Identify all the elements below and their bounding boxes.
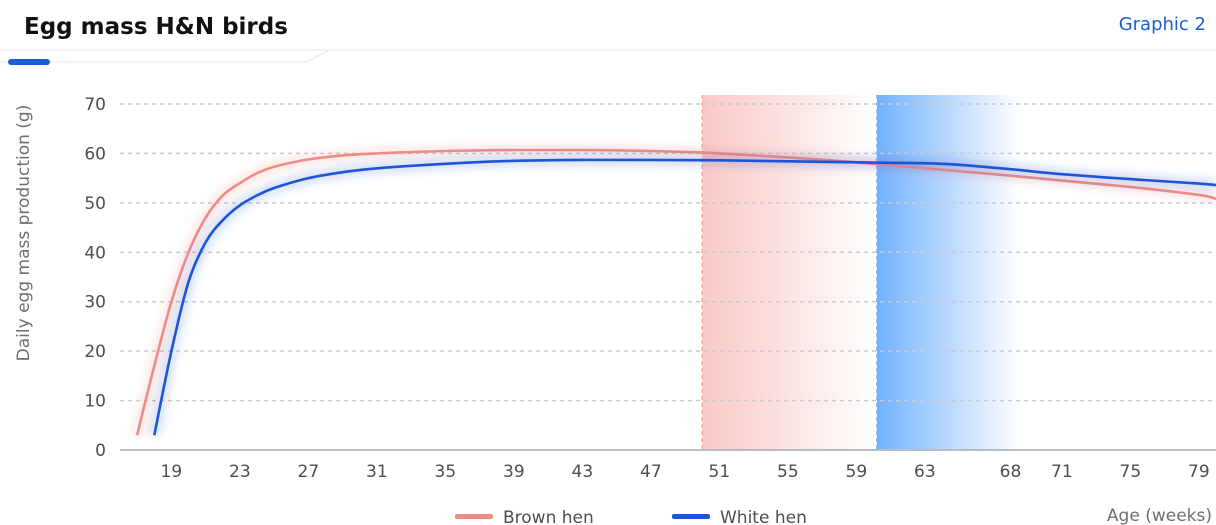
x-tick-label: 75 bbox=[1120, 462, 1142, 482]
legend-item-white-hen[interactable]: White hen bbox=[672, 508, 807, 525]
x-tick-label: 55 bbox=[777, 462, 799, 482]
axis-titles: Daily egg mass production (g) Age (weeks) bbox=[14, 105, 1212, 525]
graphic-2-link[interactable]: Graphic 2 bbox=[1118, 14, 1206, 35]
legend-label-white-hen: White hen bbox=[720, 508, 807, 525]
x-axis-title: Age (weeks) bbox=[1107, 506, 1212, 525]
y-tick-label: 30 bbox=[84, 293, 106, 313]
x-tick-label: 19 bbox=[161, 462, 183, 482]
x-tick-label: 27 bbox=[298, 462, 320, 482]
x-tick-label: 31 bbox=[366, 462, 388, 482]
legend-swatch-brown-hen bbox=[455, 514, 493, 519]
y-tick-label: 20 bbox=[84, 342, 106, 362]
y-tick-labels: 0 10 20 30 40 50 60 70 bbox=[84, 95, 106, 461]
x-tick-label: 35 bbox=[435, 462, 457, 482]
y-tick-label: 10 bbox=[84, 392, 106, 412]
legend-swatch-white-hen bbox=[672, 514, 710, 519]
x-tick-label: 47 bbox=[640, 462, 662, 482]
series-glow-brown-hen bbox=[131, 143, 1216, 437]
series-glow-white-hen bbox=[148, 153, 1216, 437]
legend-label-brown-hen: Brown hen bbox=[503, 508, 594, 525]
y-tick-label: 60 bbox=[84, 144, 106, 164]
highlight-bands bbox=[701, 95, 1020, 450]
series-lines bbox=[131, 143, 1216, 437]
x-tick-labels: 19 23 27 31 35 39 43 47 51 55 59 63 68 71 75 79 bbox=[161, 462, 1210, 482]
x-tick-label: 23 bbox=[229, 462, 251, 482]
x-tick-label: 68 bbox=[1000, 462, 1022, 482]
legend: Brown hen White hen bbox=[455, 508, 807, 525]
y-tick-label: 50 bbox=[84, 194, 106, 214]
y-tick-label: 0 bbox=[95, 441, 106, 461]
y-tick-label: 40 bbox=[84, 243, 106, 263]
x-tick-label: 43 bbox=[572, 462, 594, 482]
series-line-white-hen bbox=[153, 158, 1216, 436]
y-axis-title: Daily egg mass production (g) bbox=[14, 105, 34, 362]
y-tick-label: 70 bbox=[84, 95, 106, 115]
header-underline bbox=[0, 49, 1216, 65]
x-tick-label: 51 bbox=[709, 462, 731, 482]
x-tick-label: 79 bbox=[1188, 462, 1210, 482]
series-line-brown-hen bbox=[135, 148, 1216, 436]
gridlines bbox=[120, 103, 1216, 451]
chart-title: Egg mass H&N birds bbox=[24, 14, 288, 40]
x-tick-label: 59 bbox=[846, 462, 868, 482]
legend-item-brown-hen[interactable]: Brown hen bbox=[455, 508, 594, 525]
x-tick-label: 71 bbox=[1051, 462, 1073, 482]
highlight-band-white-hen bbox=[876, 95, 1020, 450]
x-tick-label: 63 bbox=[914, 462, 936, 482]
x-tick-label: 39 bbox=[503, 462, 525, 482]
